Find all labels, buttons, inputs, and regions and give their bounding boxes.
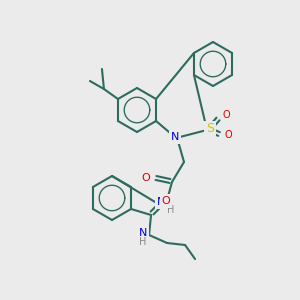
Text: N: N	[139, 228, 147, 238]
Text: N: N	[171, 132, 179, 142]
Text: H: H	[167, 205, 175, 215]
Text: S: S	[206, 122, 214, 136]
Text: O: O	[224, 130, 232, 140]
Text: N: N	[157, 197, 165, 207]
Text: H: H	[140, 237, 147, 247]
Text: O: O	[222, 110, 230, 120]
Text: O: O	[162, 196, 170, 206]
Text: O: O	[142, 173, 150, 183]
